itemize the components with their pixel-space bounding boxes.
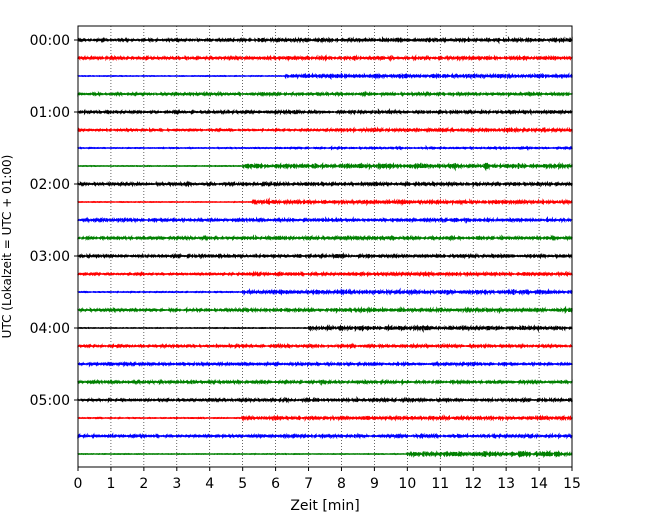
trace-0545 [77,449,573,459]
x-tick-label: 12 [464,476,482,492]
x-tick-label: 14 [530,476,548,492]
y-tick-label: 05:00 [30,393,70,409]
y-axis-label: UTC (Lokalzeit = UTC + 01:00) [0,155,14,339]
x-tick-label: 9 [370,476,379,492]
trace-0500 [77,396,573,404]
x-tick-label: 8 [337,476,346,492]
x-tick-label: 1 [106,476,115,492]
trace-0000 [77,35,573,45]
x-tick-label: 3 [172,476,181,492]
x-tick-label: 15 [563,476,581,492]
trace-0430 [77,360,573,368]
x-tick-label: 0 [74,476,83,492]
helicorder-traces [77,35,573,459]
x-tick-label: 4 [205,476,214,492]
trace-0230 [77,216,573,224]
trace-0245 [77,234,573,242]
y-tick-label: 01:00 [30,105,70,121]
trace-0100 [77,108,573,116]
trace-0130 [77,144,573,152]
trace-0030 [77,72,573,81]
y-tick-label: 03:00 [30,249,70,265]
x-axis-ticks: 0 1 2 3 4 5 6 7 8 9 10 11 12 13 14 15 [74,467,581,492]
trace-0045 [77,90,573,98]
trace-0215 [77,197,573,207]
trace-0330 [77,287,573,297]
y-axis-ticks: 00:00 01:00 02:00 03:00 04:00 05:00 [30,33,78,409]
plot-frame [77,25,573,468]
trace-0315 [77,270,573,278]
x-axis-label: Zeit [min] [290,498,359,514]
trace-0015 [77,54,573,63]
trace-0515 [77,414,573,422]
y-tick-label: 04:00 [30,321,70,337]
x-tick-label: 2 [139,476,148,492]
trace-0145 [77,161,573,172]
y-tick-label: 00:00 [30,33,70,49]
x-tick-label: 5 [238,476,247,492]
y-tick-label: 02:00 [30,177,70,193]
trace-0200 [77,180,573,189]
trace-0445 [77,378,573,387]
x-tick-label: 6 [271,476,280,492]
x-tick-label: 13 [497,476,515,492]
trace-0400 [77,323,573,333]
x-tick-label: 10 [398,476,416,492]
trace-0415 [77,342,573,350]
trace-0530 [77,432,573,440]
x-tick-label: 7 [304,476,313,492]
trace-0115 [77,126,573,134]
trace-0300 [77,252,573,260]
x-tick-label: 11 [431,476,449,492]
trace-0345 [77,305,573,315]
